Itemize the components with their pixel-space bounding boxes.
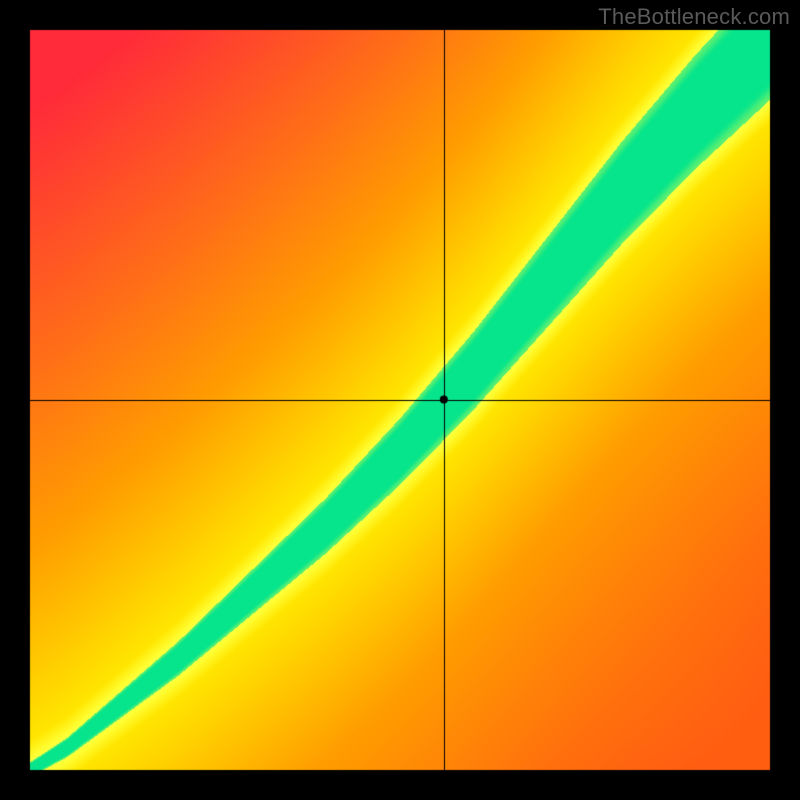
chart-container: TheBottleneck.com — [0, 0, 800, 800]
bottleneck-heatmap — [0, 0, 800, 800]
watermark-text: TheBottleneck.com — [598, 4, 790, 30]
